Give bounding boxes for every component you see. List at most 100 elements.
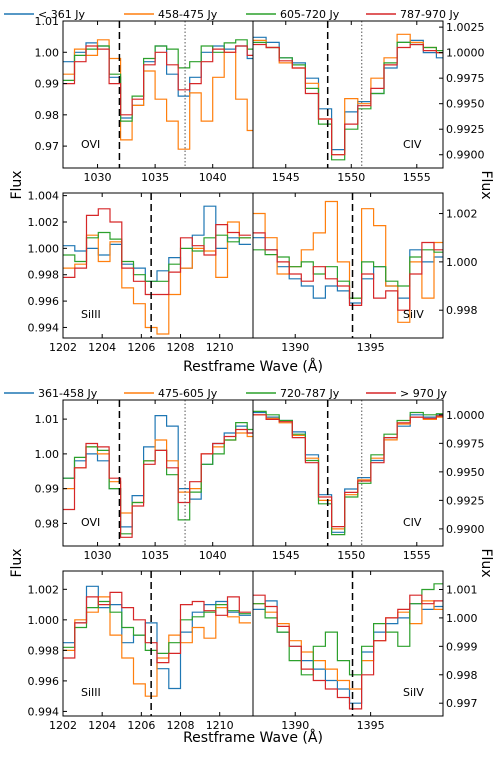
x-tick-label: 1208 xyxy=(167,341,195,354)
series-line xyxy=(253,583,443,676)
series-line xyxy=(253,33,443,156)
x-tick-label: 1030 xyxy=(84,549,112,562)
series-line xyxy=(63,45,253,116)
panel-siiv xyxy=(252,192,444,339)
legend-label: < 361 Jy xyxy=(38,8,85,21)
axes-frame xyxy=(252,192,444,339)
series-line xyxy=(63,221,251,335)
panel-ovi xyxy=(62,399,254,547)
series-line xyxy=(253,232,443,311)
x-tick-label: 1208 xyxy=(167,719,195,732)
series-line xyxy=(253,414,443,530)
x-tick-label: 1395 xyxy=(357,341,385,354)
legend-label: > 970 Jy xyxy=(400,387,447,400)
panel-ovi xyxy=(62,20,254,169)
y-tick-label: 0.9900 xyxy=(446,149,485,162)
y-axis-label-left: Flux xyxy=(9,170,25,199)
series-line xyxy=(63,591,251,664)
x-tick-label: 1395 xyxy=(357,719,385,732)
x-tick-label: 1390 xyxy=(281,341,309,354)
series-line xyxy=(63,432,253,514)
y-tick-label: 0.97 xyxy=(35,140,60,153)
series-line xyxy=(63,39,253,150)
y-tick-label: 0.99 xyxy=(35,78,60,91)
x-tick-label: 1035 xyxy=(141,549,169,562)
x-tick-label: 1035 xyxy=(141,171,169,184)
ion-label: SiIV xyxy=(403,686,424,699)
x-tick-label: 1202 xyxy=(49,341,77,354)
y-tick-label: 0.9975 xyxy=(446,72,485,85)
axes-frame xyxy=(252,399,444,547)
x-axis-label: Restframe Wave (Å) xyxy=(183,729,323,746)
y-tick-label: 0.98 xyxy=(35,517,60,530)
x-tick-label: 1210 xyxy=(206,341,234,354)
ion-label: OVI xyxy=(81,138,100,151)
series-line xyxy=(253,36,443,151)
panel-siiii xyxy=(62,570,254,717)
y-tick-label: 1.002 xyxy=(446,208,478,221)
y-tick-label: 0.999 xyxy=(446,640,478,653)
x-tick-label: 1206 xyxy=(127,341,155,354)
series-line xyxy=(253,594,443,710)
x-axis-label: Restframe Wave (Å) xyxy=(183,358,323,375)
legend-label: 787-970 Jy xyxy=(400,8,460,21)
y-tick-label: 0.98 xyxy=(35,109,60,122)
ion-label: SiIV xyxy=(403,308,424,321)
y-tick-label: 1.0000 xyxy=(446,47,485,60)
x-tick-label: 1030 xyxy=(84,171,112,184)
y-tick-label: 0.998 xyxy=(28,644,60,657)
x-tick-label: 1204 xyxy=(88,341,116,354)
x-tick-label: 1550 xyxy=(337,549,365,562)
legend-label: 361-458 Jy xyxy=(38,387,98,400)
y-tick-label: 1.002 xyxy=(28,216,60,229)
legend-label: 605-720 Jy xyxy=(280,8,340,21)
x-tick-label: 1210 xyxy=(206,719,234,732)
y-tick-label: 1.01 xyxy=(35,15,60,28)
series-line xyxy=(63,42,253,119)
y-tick-label: 0.9950 xyxy=(446,466,485,479)
ion-label: CIV xyxy=(403,516,422,529)
x-tick-label: 1206 xyxy=(127,719,155,732)
y-tick-label: 1.00 xyxy=(35,448,60,461)
y-tick-label: 0.998 xyxy=(446,669,478,682)
x-tick-label: 1202 xyxy=(49,719,77,732)
x-tick-label: 1545 xyxy=(272,171,300,184)
y-tick-label: 0.996 xyxy=(28,295,60,308)
y-tick-label: 1.01 xyxy=(35,413,60,426)
y-axis-label-right: Flux xyxy=(478,548,494,577)
y-axis-label-right: Flux xyxy=(478,170,494,199)
y-axis-label-left: Flux xyxy=(9,548,25,577)
y-tick-label: 1.004 xyxy=(28,190,60,203)
series-line xyxy=(63,428,253,538)
legend-label: 458-475 Jy xyxy=(158,8,218,21)
x-tick-label: 1545 xyxy=(272,549,300,562)
y-tick-label: 0.9900 xyxy=(446,523,485,536)
ion-label: OVI xyxy=(81,516,100,529)
y-tick-label: 1.000 xyxy=(446,612,478,625)
panel-siiv xyxy=(252,570,444,717)
x-tick-label: 1390 xyxy=(281,719,309,732)
y-tick-label: 0.99 xyxy=(35,483,60,496)
y-tick-label: 0.994 xyxy=(28,321,60,334)
ion-label: SiIII xyxy=(81,686,101,699)
y-tick-label: 1.00 xyxy=(35,46,60,59)
y-tick-label: 0.998 xyxy=(28,269,60,282)
legend-label: 475-605 Jy xyxy=(158,387,218,400)
x-tick-label: 1555 xyxy=(403,549,431,562)
legend-label: 720-787 Jy xyxy=(280,387,340,400)
y-tick-label: 1.001 xyxy=(446,583,478,596)
series-line xyxy=(63,205,251,282)
y-tick-label: 1.000 xyxy=(28,614,60,627)
series-line xyxy=(253,600,443,690)
y-tick-label: 0.9925 xyxy=(446,123,485,136)
y-tick-label: 1.0025 xyxy=(446,21,485,34)
axes-frame xyxy=(252,570,444,717)
y-tick-label: 0.994 xyxy=(28,705,60,718)
y-tick-label: 1.002 xyxy=(28,583,60,596)
y-tick-label: 0.997 xyxy=(446,697,478,710)
x-tick-label: 1555 xyxy=(403,171,431,184)
series-line xyxy=(63,208,251,296)
y-tick-label: 0.998 xyxy=(446,304,478,317)
series-line xyxy=(253,414,443,528)
